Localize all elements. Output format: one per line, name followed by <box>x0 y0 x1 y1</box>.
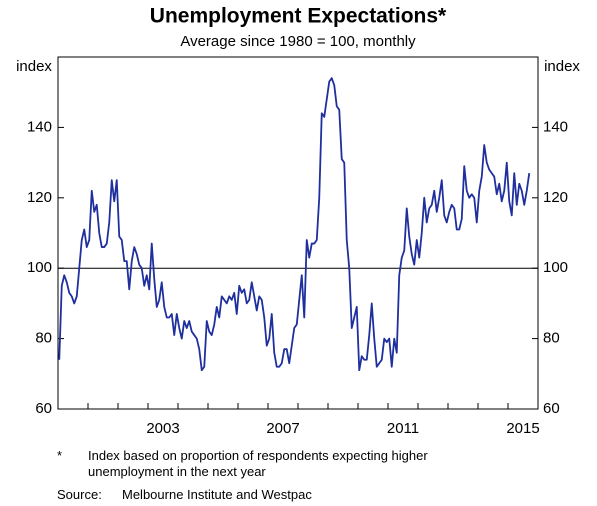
y2-tick-label: 80 <box>543 330 560 347</box>
footnote: Index based on proportion of respondents… <box>88 448 428 479</box>
x-tick-label: 2015 <box>506 420 539 437</box>
y2-tick-label: 100 <box>543 259 568 276</box>
y-tick-label: 120 <box>27 189 52 206</box>
y-tick-label: 80 <box>35 330 52 347</box>
chart-subtitle: Average since 1980 = 100, monthly <box>180 33 416 50</box>
source: Melbourne Institute and Westpac <box>122 487 312 502</box>
x-tick-label: 2007 <box>266 420 299 437</box>
plot-frame <box>57 56 539 410</box>
x-tick-label: 2003 <box>146 420 179 437</box>
x-tick-label: 2011 <box>387 420 419 437</box>
source-label: Source: <box>57 487 102 502</box>
data-line <box>58 77 531 372</box>
y2-tick-label: 60 <box>543 400 560 417</box>
y-tick-label: 140 <box>27 118 52 135</box>
chart: Unemployment Expectations* Average since… <box>16 5 580 437</box>
y2-tick-label: 120 <box>543 189 568 206</box>
y-axis-label: index <box>16 58 52 75</box>
y-tick-label: 60 <box>35 400 52 417</box>
y2-tick-label: 140 <box>543 118 568 135</box>
footnote-mark: * <box>57 448 63 463</box>
y-tick-label: 100 <box>27 259 52 276</box>
y2-axis-label: index <box>544 58 580 75</box>
chart-title: Unemployment Expectations* <box>150 5 447 28</box>
